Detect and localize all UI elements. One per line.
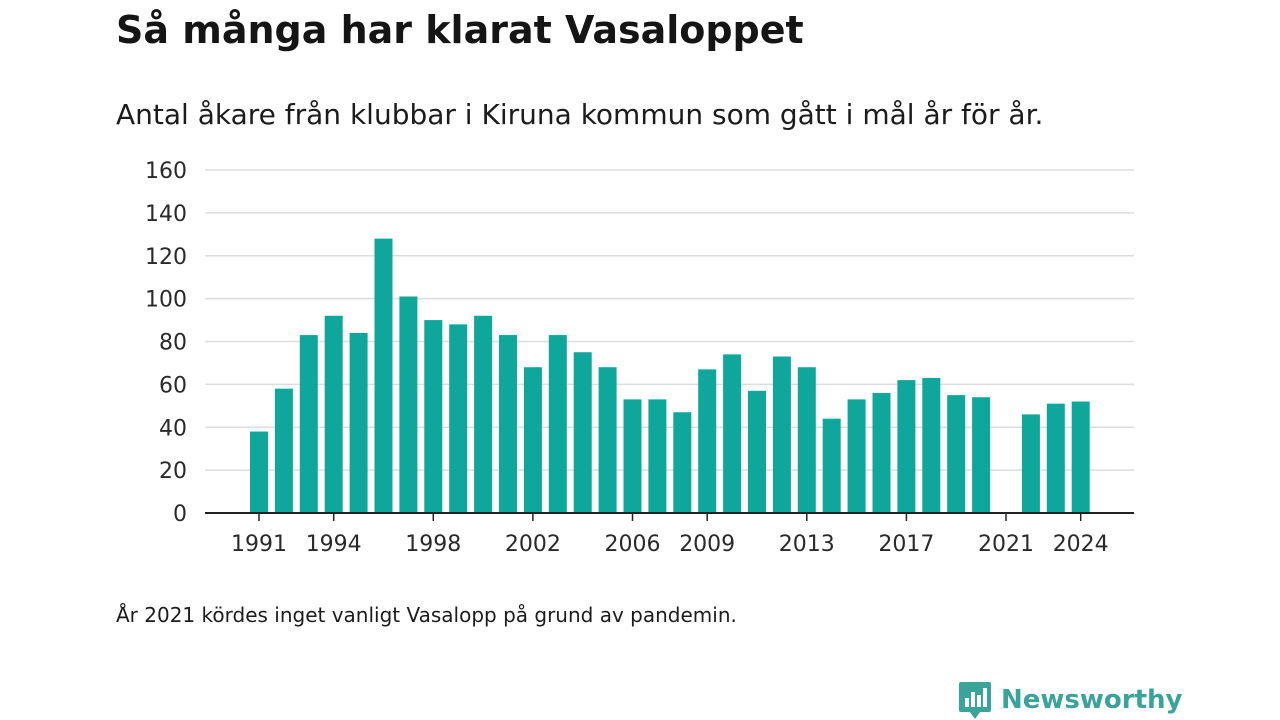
bar <box>922 377 941 513</box>
y-tick-label: 160 <box>145 159 187 184</box>
bar <box>723 354 742 513</box>
bar <box>772 356 791 513</box>
bar <box>872 392 891 513</box>
y-tick-label: 60 <box>159 373 187 398</box>
bars <box>250 238 1090 513</box>
bar <box>449 324 468 513</box>
x-tick-label: 1998 <box>405 532 461 557</box>
bar <box>424 320 443 513</box>
bar <box>523 367 542 513</box>
bar <box>499 335 517 513</box>
bar <box>897 380 916 513</box>
bar <box>399 296 418 513</box>
chart-title: Så många har klarat Vasaloppet <box>116 8 804 52</box>
y-tick-label: 40 <box>159 416 187 441</box>
bar <box>623 399 642 513</box>
bar <box>648 399 667 513</box>
bar <box>299 335 318 513</box>
x-tick-label: 2006 <box>605 532 661 557</box>
y-tick-label: 80 <box>159 331 187 356</box>
bar <box>598 367 617 513</box>
newsworthy-logo-icon <box>959 682 991 719</box>
bar <box>324 315 343 513</box>
y-axis-ticks: 0 20 40 60 80 100 120 140 160 <box>145 159 187 527</box>
bar <box>573 352 592 513</box>
bar <box>698 369 717 513</box>
bar <box>797 367 816 513</box>
brand-name: Newsworthy <box>1001 685 1183 715</box>
x-tick-label: 2013 <box>779 532 835 557</box>
x-tick-label: 2024 <box>1053 532 1109 557</box>
bar <box>822 418 841 513</box>
y-tick-label: 140 <box>145 202 187 227</box>
y-tick-label: 0 <box>173 502 187 527</box>
x-tick-label: 2017 <box>878 532 934 557</box>
x-tick-label: 1994 <box>306 532 362 557</box>
bar <box>374 238 393 513</box>
bar <box>274 388 293 513</box>
bar <box>847 399 866 513</box>
bar <box>947 395 966 513</box>
bar <box>1071 401 1090 513</box>
bar <box>748 390 766 513</box>
bar <box>474 315 493 513</box>
grid-lines <box>205 169 1134 471</box>
y-tick-label: 120 <box>145 245 187 270</box>
x-tick-label: 2021 <box>978 532 1034 557</box>
bar <box>548 335 567 513</box>
bar <box>349 332 368 513</box>
bar <box>1021 414 1040 513</box>
brand-logo: Newsworthy <box>958 680 1182 720</box>
chart-subtitle: Antal åkare från klubbar i Kiruna kommun… <box>116 98 1044 131</box>
bar <box>250 431 268 513</box>
x-axis-ticks: 1991 1994 1998 2002 2006 2009 2013 2017 2021 2024 <box>231 513 1109 557</box>
bar <box>1046 403 1065 513</box>
x-tick-label: 1991 <box>231 532 287 557</box>
y-tick-label: 20 <box>159 459 187 484</box>
x-tick-label: 2002 <box>505 532 561 557</box>
bar <box>972 397 991 513</box>
y-tick-label: 100 <box>145 288 187 313</box>
bar <box>673 412 692 513</box>
footnote: År 2021 kördes inget vanligt Vasalopp på… <box>116 603 737 627</box>
bar-chart: 0 20 40 60 80 100 120 140 160 1991 1994 1998 2002 20… <box>145 159 1134 557</box>
x-tick-label: 2009 <box>679 532 735 557</box>
